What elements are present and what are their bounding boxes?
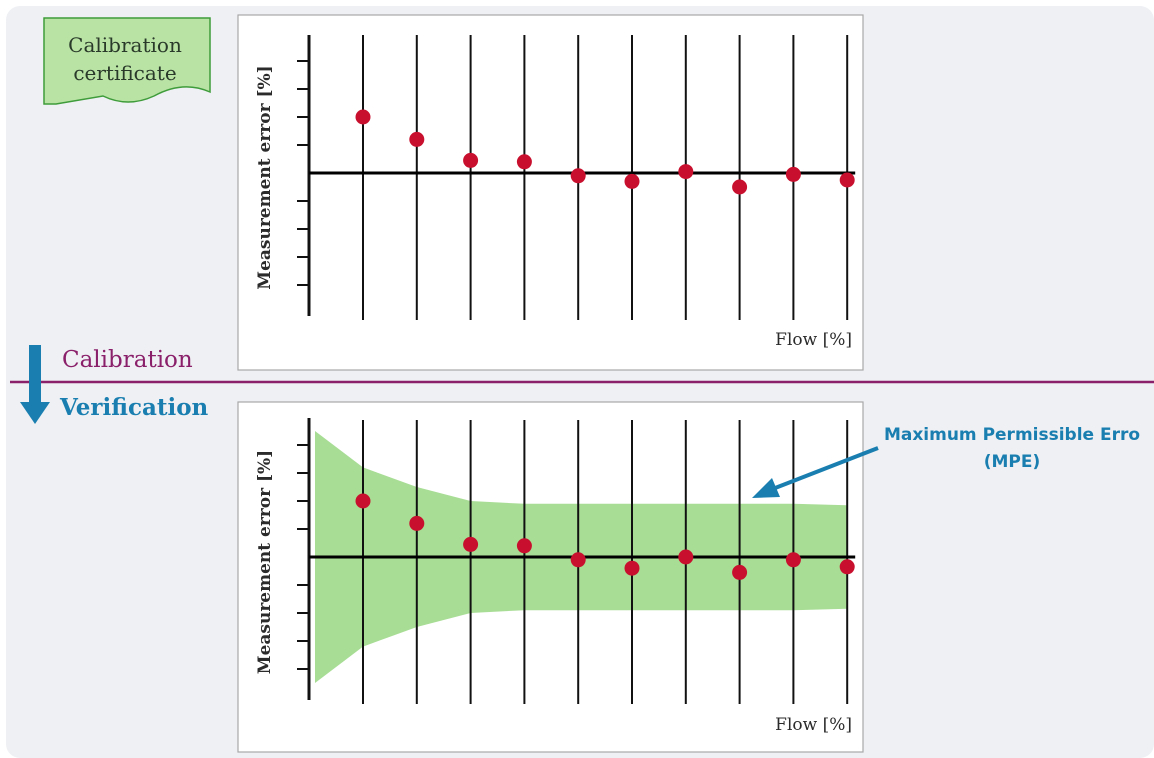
data-point bbox=[409, 515, 425, 531]
calibration-y-axis-label: Measurement error [%] bbox=[255, 65, 275, 289]
certificate-line-1: Calibration bbox=[68, 33, 182, 57]
calibration-chart-panel bbox=[237, 14, 864, 371]
data-point bbox=[355, 109, 371, 125]
calibration-x-axis-label: Flow [%] bbox=[775, 330, 852, 350]
calibration-label: Calibration bbox=[62, 347, 193, 373]
mpe-label-line-1: Maximum Permissible Erro bbox=[884, 425, 1140, 445]
data-point bbox=[463, 152, 479, 168]
verification-chart: Measurement error [%] Flow [%] bbox=[255, 418, 856, 735]
verification-x-axis-label: Flow [%] bbox=[775, 715, 852, 735]
certificate-document-icon bbox=[43, 17, 211, 105]
calibration-chart: Measurement error [%] Flow [%] bbox=[255, 35, 856, 350]
data-point bbox=[463, 536, 479, 552]
verification-label: Verification bbox=[59, 394, 209, 421]
process-arrow-icon bbox=[20, 345, 50, 424]
data-point bbox=[785, 552, 801, 568]
data-points bbox=[355, 109, 855, 195]
data-point bbox=[785, 166, 801, 182]
data-point bbox=[516, 154, 532, 170]
data-points bbox=[355, 493, 855, 580]
data-point bbox=[624, 173, 640, 189]
mpe-label-line-2: (MPE) bbox=[984, 452, 1041, 472]
mpe-annotation: Maximum Permissible Erro (MPE) bbox=[752, 425, 1140, 498]
data-point bbox=[570, 552, 586, 568]
data-point bbox=[409, 131, 425, 147]
data-point bbox=[678, 164, 694, 180]
data-point bbox=[732, 179, 748, 195]
data-point bbox=[839, 559, 855, 575]
mpe-pointer-arrow bbox=[769, 446, 879, 492]
data-point bbox=[839, 172, 855, 188]
certificate-line-2: certificate bbox=[73, 61, 176, 85]
mpe-arrowhead-icon bbox=[752, 478, 780, 498]
verification-y-axis-label: Measurement error [%] bbox=[255, 450, 275, 674]
calibration-certificate: Calibration certificate bbox=[43, 17, 211, 105]
data-point bbox=[516, 538, 532, 554]
data-point bbox=[624, 560, 640, 576]
data-point bbox=[570, 168, 586, 184]
y-axis bbox=[297, 418, 311, 700]
data-point bbox=[355, 493, 371, 509]
data-point bbox=[678, 549, 694, 565]
data-point bbox=[732, 564, 748, 580]
y-axis bbox=[297, 35, 311, 316]
